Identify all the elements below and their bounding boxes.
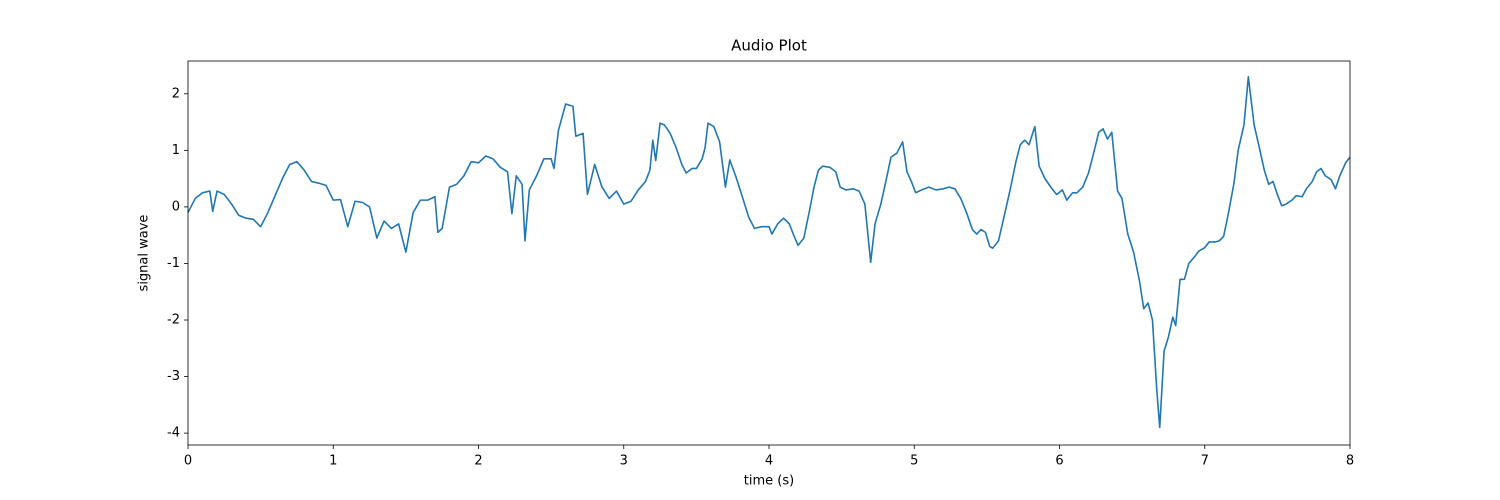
y-tick-label: 1 bbox=[172, 143, 180, 158]
plot-frame bbox=[187, 60, 1351, 446]
x-tick-label: 7 bbox=[1201, 454, 1209, 469]
x-tick-label: 5 bbox=[910, 454, 918, 469]
y-tick-label: -1 bbox=[167, 256, 180, 271]
x-tick-label: 1 bbox=[329, 454, 337, 469]
y-tick-label: 0 bbox=[172, 199, 180, 214]
y-axis-label: signal wave bbox=[137, 215, 152, 292]
x-tick-label: 6 bbox=[1055, 454, 1063, 469]
y-tick-label: -3 bbox=[167, 369, 180, 384]
y-tick-label: -2 bbox=[167, 313, 180, 328]
x-tick-label: 2 bbox=[474, 454, 482, 469]
x-axis-label: time (s) bbox=[744, 474, 794, 489]
x-tick-label: 8 bbox=[1346, 454, 1354, 469]
x-tick-label: 0 bbox=[184, 454, 192, 469]
chart-title: Audio Plot bbox=[731, 37, 807, 55]
y-tick-label: 2 bbox=[172, 86, 180, 101]
x-tick-label: 4 bbox=[765, 454, 773, 469]
x-tick-label: 3 bbox=[620, 454, 628, 469]
signal-line bbox=[187, 76, 1351, 429]
y-tick-label: -4 bbox=[167, 426, 180, 441]
